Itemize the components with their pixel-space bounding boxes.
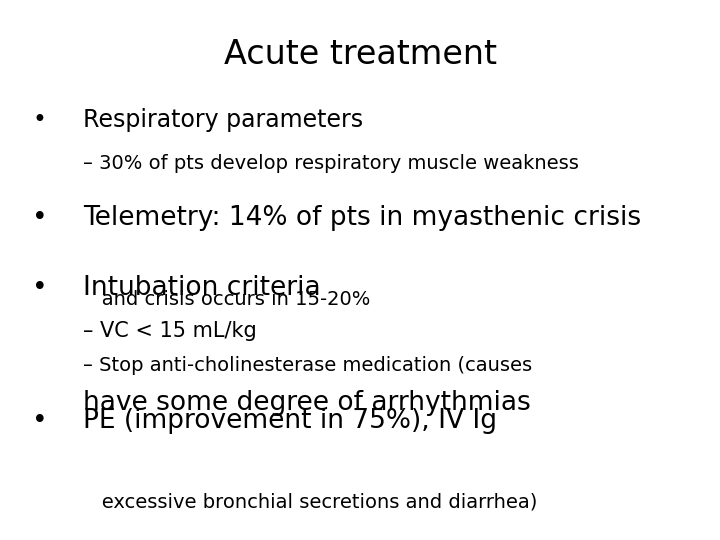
Text: excessive bronchial secretions and diarrhea): excessive bronchial secretions and diarr… [83,492,537,511]
Text: Acute treatment: Acute treatment [223,38,497,71]
Text: and crisis occurs in 15-20%: and crisis occurs in 15-20% [83,290,370,309]
Text: – Stop anti-cholinesterase medication (causes: – Stop anti-cholinesterase medication (c… [83,356,532,375]
Text: Respiratory parameters: Respiratory parameters [83,108,363,132]
Text: •: • [32,108,47,132]
Text: PE (improvement in 75%), IV Ig: PE (improvement in 75%), IV Ig [83,408,497,434]
Text: •: • [32,275,48,301]
Text: – 30% of pts develop respiratory muscle weakness: – 30% of pts develop respiratory muscle … [83,154,579,173]
Text: have some degree of arrhythmias: have some degree of arrhythmias [83,390,531,416]
Text: Telemetry: 14% of pts in myasthenic crisis: Telemetry: 14% of pts in myasthenic cris… [83,205,641,231]
Text: •: • [32,205,48,231]
Text: Intubation criteria: Intubation criteria [83,275,320,301]
Text: •: • [32,408,48,434]
Text: – VC < 15 mL/kg: – VC < 15 mL/kg [83,321,256,341]
